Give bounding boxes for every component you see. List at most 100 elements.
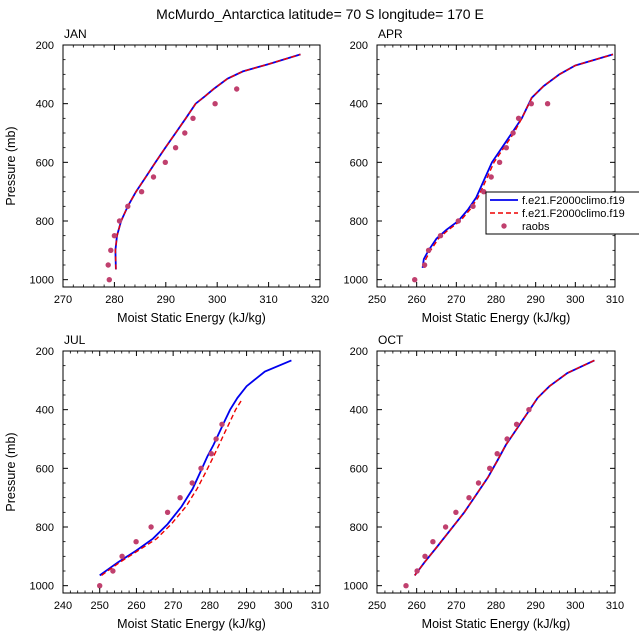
y-axis-label: Pressure (mb): [4, 432, 18, 511]
raobs-point: [421, 262, 428, 268]
raobs-point: [466, 495, 472, 501]
y-tick-label: 400: [350, 405, 368, 417]
raobs-point: [504, 436, 510, 442]
legend-box: [485, 191, 639, 235]
raobs-point: [212, 101, 218, 107]
plot-area: [412, 53, 614, 283]
legend-label-raobs: raobs: [522, 221, 550, 233]
x-tick-label: 310: [606, 294, 624, 306]
model-line-solid: [99, 359, 292, 577]
raobs-point: [488, 174, 494, 180]
raobs-point: [119, 553, 125, 559]
plot-frame: [376, 350, 616, 594]
x-tick-label: 310: [259, 294, 277, 306]
legend-label-model1: f.e21.F2000climo.f19: [522, 195, 625, 207]
raobs-point: [412, 277, 418, 283]
plot-area: [403, 359, 595, 589]
y-tick-label: 800: [36, 216, 54, 228]
y-tick-label: 800: [350, 522, 368, 534]
raobs-point: [164, 509, 171, 515]
raobs-point: [515, 115, 522, 122]
raobs-point: [138, 189, 145, 195]
y-tick-label: 1000: [30, 581, 54, 593]
panel-jul: 240 250 260 270 280 290 300 310 200 400 600 800 1000…: [4, 333, 329, 631]
model-line-solid: [421, 53, 614, 269]
panel-title: OCT: [378, 333, 404, 347]
x-tick-label: 310: [606, 600, 624, 612]
raobs-point: [430, 539, 436, 545]
x-axis-label: Moist Static Energy (kJ/kg): [117, 617, 266, 631]
x-tick-label: 280: [201, 600, 219, 612]
x-tick-label: 300: [566, 294, 584, 306]
raobs-point: [503, 145, 509, 151]
plot-area: [105, 53, 301, 283]
model-line-solid: [413, 359, 595, 576]
y-tick-label: 800: [36, 522, 54, 534]
raobs-point: [148, 524, 154, 530]
raobs-point: [494, 451, 500, 457]
x-tick-label: 320: [311, 294, 329, 306]
x-tick-label: 290: [237, 600, 255, 612]
y-tick-label: 1000: [30, 275, 54, 287]
y-tick-label: 600: [36, 463, 54, 475]
x-tick-label: 280: [487, 294, 505, 306]
x-tick-label: 280: [105, 294, 123, 306]
raobs-point: [190, 115, 196, 122]
y-tick-label: 200: [36, 346, 54, 358]
raobs-point: [481, 189, 487, 195]
y-tick-label: 200: [36, 40, 54, 52]
raobs-point: [453, 509, 459, 515]
y-tick-label: 1000: [344, 275, 368, 287]
raobs-point: [213, 436, 219, 442]
figure-title: McMurdo_Antarctica latitude= 70 S longit…: [156, 6, 484, 22]
raobs-point: [125, 203, 131, 209]
x-tick-label: 250: [91, 600, 109, 612]
model-line-dashed: [414, 359, 595, 576]
plot-frame: [62, 350, 321, 594]
model-line-dashed: [423, 53, 614, 268]
x-tick-label: 250: [368, 294, 386, 306]
raobs-point: [116, 218, 123, 224]
panel-title: JAN: [64, 27, 87, 41]
raobs-point: [133, 539, 139, 545]
model-line-solid: [114, 53, 301, 270]
x-tick-label: 240: [54, 600, 72, 612]
x-tick-label: 270: [447, 600, 465, 612]
x-tick-label: 260: [407, 600, 425, 612]
x-tick-label: 260: [127, 600, 145, 612]
y-tick-label: 200: [350, 346, 368, 358]
plot-frame: [62, 44, 321, 288]
x-tick-label: 270: [54, 294, 72, 306]
raobs-point: [510, 130, 516, 136]
model-line-dashed: [114, 53, 301, 270]
y-tick-label: 600: [350, 463, 368, 475]
x-axis-label: Moist Static Energy (kJ/kg): [422, 617, 571, 631]
raobs-point: [105, 262, 111, 268]
raobs-point: [97, 583, 103, 589]
panel-apr: 250 260 270 280 290 300 310 200 400 600 800 1000 APR…: [344, 27, 625, 325]
y-tick-label: 1000: [344, 581, 368, 593]
raobs-point: [106, 277, 113, 283]
raobs-point: [403, 583, 409, 589]
x-tick-label: 310: [311, 600, 329, 612]
y-tick-label: 800: [350, 216, 368, 228]
x-tick-label: 300: [208, 294, 226, 306]
raobs-point: [414, 568, 420, 574]
x-tick-label: 290: [157, 294, 175, 306]
raobs-point: [437, 233, 444, 239]
raobs-point: [526, 407, 532, 413]
raobs-point: [544, 101, 551, 107]
legend-marker-raobs: [501, 223, 507, 229]
raobs-point: [150, 174, 157, 180]
panel-oct: 250 260 270 280 290 300 310 200 400 600 800 1000 OCT…: [344, 333, 625, 631]
x-tick-label: 260: [407, 294, 425, 306]
raobs-point: [455, 218, 461, 224]
raobs-point: [528, 101, 534, 107]
y-tick-label: 600: [350, 157, 368, 169]
plot-frame: [376, 44, 616, 288]
panel-title: JUL: [64, 333, 86, 347]
raobs-point: [208, 451, 214, 457]
x-axis-label: Moist Static Energy (kJ/kg): [422, 311, 571, 325]
x-tick-label: 250: [368, 600, 386, 612]
